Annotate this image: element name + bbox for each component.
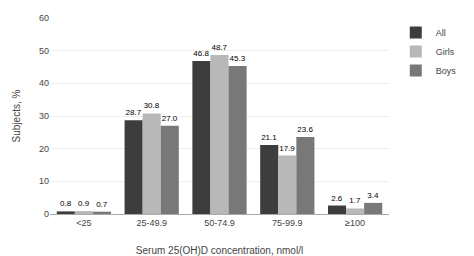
svg-text:10: 10 — [39, 176, 49, 186]
svg-text:3.4: 3.4 — [367, 191, 379, 200]
svg-text:0.9: 0.9 — [78, 199, 90, 208]
svg-text:All: All — [436, 28, 446, 38]
svg-text:0.8: 0.8 — [60, 199, 72, 208]
svg-text:17.9: 17.9 — [279, 144, 295, 153]
svg-text:Subjects, %: Subjects, % — [11, 89, 22, 142]
svg-text:Girls: Girls — [436, 47, 455, 57]
svg-text:45.3: 45.3 — [230, 54, 246, 63]
svg-text:21.1: 21.1 — [261, 133, 277, 142]
svg-text:48.7: 48.7 — [211, 43, 227, 52]
svg-text:25-49.9: 25-49.9 — [136, 218, 167, 228]
svg-text:40: 40 — [39, 78, 49, 88]
svg-text:75-99.9: 75-99.9 — [272, 218, 303, 228]
svg-text:23.6: 23.6 — [297, 125, 313, 134]
svg-text:≥100: ≥100 — [345, 218, 365, 228]
svg-text:Serum 25(OH)D concentration, n: Serum 25(OH)D concentration, nmol/l — [136, 245, 303, 256]
svg-text:1.7: 1.7 — [349, 196, 361, 205]
svg-text:27.0: 27.0 — [162, 114, 178, 123]
svg-text:<25: <25 — [76, 218, 91, 228]
svg-text:0: 0 — [44, 209, 49, 219]
svg-text:50: 50 — [39, 46, 49, 56]
svg-text:2.6: 2.6 — [331, 194, 343, 203]
svg-text:30.8: 30.8 — [144, 101, 160, 110]
svg-text:Boys: Boys — [436, 66, 457, 76]
svg-text:50-74.9: 50-74.9 — [204, 218, 235, 228]
svg-text:0.7: 0.7 — [96, 200, 108, 209]
svg-text:20: 20 — [39, 144, 49, 154]
svg-text:60: 60 — [39, 13, 49, 23]
svg-text:46.8: 46.8 — [193, 49, 209, 58]
svg-text:30: 30 — [39, 111, 49, 121]
svg-text:28.7: 28.7 — [126, 108, 142, 117]
